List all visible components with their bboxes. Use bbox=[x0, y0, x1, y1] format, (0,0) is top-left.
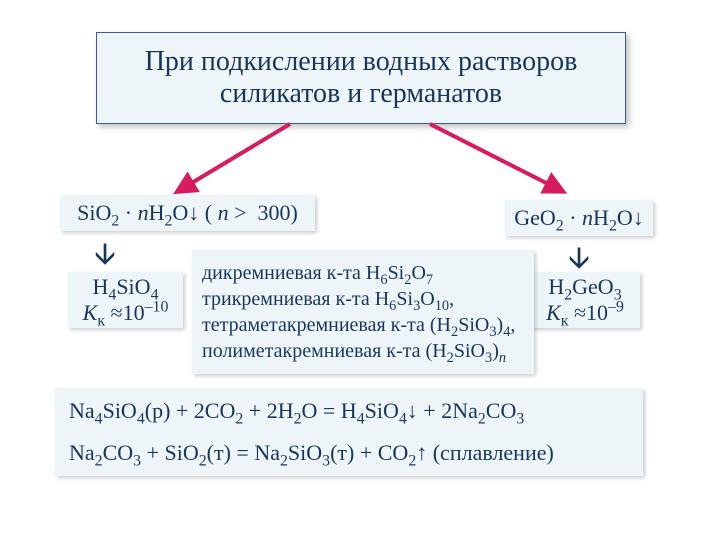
h2geo3-formula: H2GeO3Kк ≈10–9 bbox=[546, 274, 624, 326]
equation-1: Na4SiO4(р) + 2CO2 + 2H2O = H4SiO4↓ + 2Na… bbox=[69, 398, 629, 424]
equation-2: Na2CO3 + SiO2(т) = Na2SiO3(т) + CO2↑ (сп… bbox=[69, 440, 629, 466]
sio2-formula: SiO2 · nH2O↓ ( n > 300) bbox=[77, 200, 298, 226]
title-box: При подкислении водных растворов силикат… bbox=[96, 32, 626, 124]
geo2-box: GeO2 · nH2O↓ bbox=[505, 200, 653, 236]
h4sio4-box: H4SiO4Kк ≈10–10 bbox=[68, 272, 183, 328]
geo2-formula: GeO2 · nH2O↓ bbox=[514, 205, 644, 231]
title-text: При подкислении водных растворов силикат… bbox=[145, 46, 578, 110]
equations-box: Na4SiO4(р) + 2CO2 + 2H2O = H4SiO4↓ + 2Na… bbox=[55, 388, 643, 476]
h4sio4-formula: H4SiO4Kк ≈10–10 bbox=[83, 274, 169, 326]
title-line2: силикатов и германатов bbox=[220, 78, 502, 109]
title-line1: При подкислении водных растворов bbox=[145, 46, 578, 77]
polyacids-text: дикремниевая к-та H6Si2O7трикремниевая к… bbox=[202, 260, 515, 364]
arrow-right-line bbox=[430, 124, 560, 190]
h2geo3-box: H2GeO3Kк ≈10–9 bbox=[530, 272, 640, 328]
sio2-box: SiO2 · nH2O↓ ( n > 300) bbox=[60, 195, 315, 231]
polyacids-box: дикремниевая к-та H6Si2O7трикремниевая к… bbox=[192, 250, 534, 374]
arrow-left-line bbox=[180, 124, 290, 190]
